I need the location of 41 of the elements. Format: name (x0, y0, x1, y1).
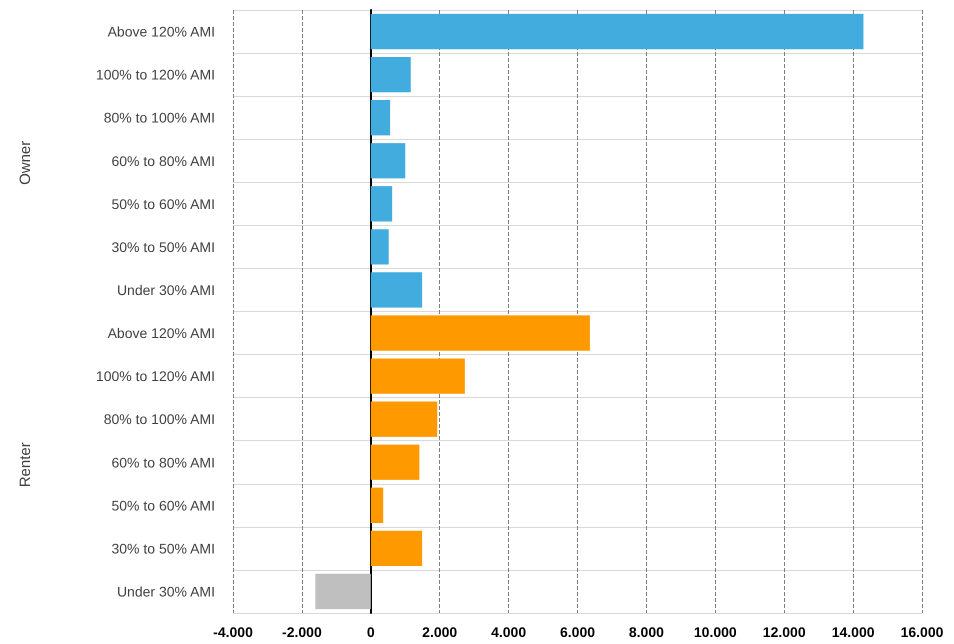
y-tick-label: 80% to 100% AMI (104, 110, 215, 126)
bar (370, 272, 422, 308)
x-tick-label: 0 (366, 624, 375, 640)
bar (370, 100, 390, 136)
bar (370, 402, 438, 437)
y-tick-label: 80% to 100% AMI (104, 411, 215, 428)
x-tick-label: 10.000 (694, 624, 737, 640)
bar (370, 186, 392, 222)
y-tick-label: 100% to 120% AMI (96, 66, 215, 83)
bar (370, 14, 864, 50)
bar (370, 444, 420, 480)
y-tick-label: 50% to 60% AMI (111, 497, 215, 514)
x-tick-label: 6.000 (560, 624, 596, 640)
bar (370, 488, 384, 523)
bar (370, 315, 590, 351)
x-tick-label: -4.000 (213, 624, 254, 640)
bar (370, 530, 422, 566)
y-tick-label: Under 30% AMI (116, 583, 215, 600)
y-tick-label: 30% to 50% AMI (111, 238, 215, 255)
y-tick-label: 60% to 80% AMI (111, 454, 215, 470)
bar (370, 229, 389, 265)
bar (370, 143, 406, 178)
x-tick-label: 8.000 (628, 624, 664, 640)
text: Renter (17, 442, 34, 488)
x-tick-label: -2.000 (282, 624, 322, 640)
x-tick-label: 2.000 (422, 624, 458, 640)
text: Owner (17, 140, 34, 185)
y-tick-label: 50% to 60% AMI (111, 196, 215, 212)
y-tick-label: Under 30% AMI (116, 282, 215, 298)
y-tick-label: 100% to 120% AMI (96, 368, 215, 384)
bar (370, 56, 411, 92)
x-tick-label: 14.000 (832, 624, 875, 640)
y-tick-label: 60% to 80% AMI (111, 152, 215, 169)
bar (370, 358, 465, 394)
x-tick-label: 16.000 (900, 624, 944, 640)
bar (315, 574, 371, 610)
x-tick-label: 4.000 (491, 624, 526, 640)
y-tick-label: Above 120% AMI (108, 325, 215, 342)
x-tick-label: 12.000 (762, 624, 806, 640)
y-tick-label: Above 120% AMI (108, 24, 215, 40)
y-tick-label: 30% to 50% AMI (111, 540, 215, 556)
